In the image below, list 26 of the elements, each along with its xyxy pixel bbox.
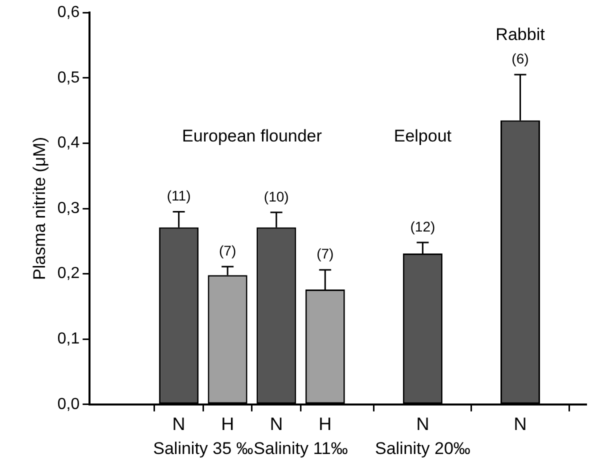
x-tick-label: N — [172, 414, 186, 434]
x-tick-label: N — [270, 414, 283, 434]
annotation: (10) — [264, 188, 289, 204]
annotation: (7) — [316, 246, 334, 262]
x-tick-label: N — [416, 414, 430, 434]
annotation: (7) — [219, 242, 236, 258]
annotation: Eelpout — [394, 126, 452, 146]
annotation: (6) — [512, 50, 529, 66]
text: Salinity 35 ‰ — [153, 439, 254, 458]
text: Salinity 20‰ — [374, 439, 470, 458]
y-axis-title: Plasma nitrite (μM) — [30, 137, 49, 280]
annotation: European flounder — [182, 126, 322, 146]
x-tick-label: H — [221, 414, 234, 434]
y-tick-label: 0,5 — [57, 69, 80, 86]
annotation: (12) — [410, 218, 436, 234]
annotation: Rabbit — [496, 25, 546, 44]
y-tick-label: 0,6 — [57, 4, 80, 22]
y-tick-label: 0,0 — [57, 396, 80, 413]
annotation: (11) — [166, 188, 191, 204]
x-tick-label: N — [514, 414, 527, 434]
text: Salinity 11‰ — [254, 439, 348, 458]
y-tick-label: 0,3 — [57, 200, 80, 217]
y-tick-label: 0,1 — [57, 330, 80, 348]
y-tick-label: 0,2 — [57, 265, 80, 282]
x-tick-label: H — [318, 414, 332, 434]
y-tick-label: 0,4 — [57, 134, 80, 152]
